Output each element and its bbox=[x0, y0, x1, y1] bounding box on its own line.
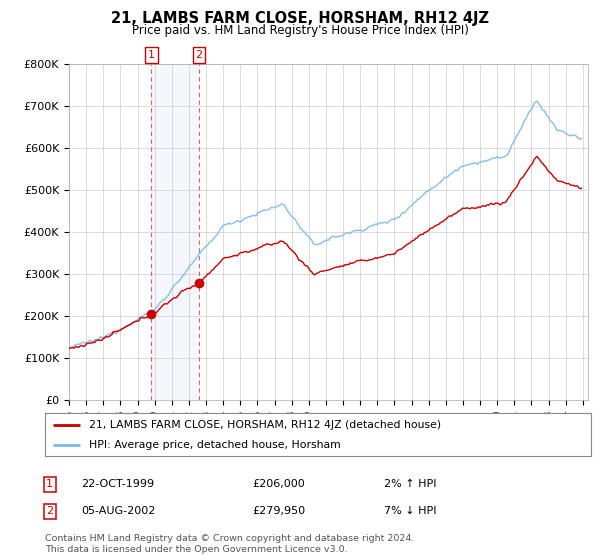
Text: 22-OCT-1999: 22-OCT-1999 bbox=[81, 479, 154, 489]
Text: 7% ↓ HPI: 7% ↓ HPI bbox=[384, 506, 437, 516]
Text: 05-AUG-2002: 05-AUG-2002 bbox=[81, 506, 155, 516]
Text: HPI: Average price, detached house, Horsham: HPI: Average price, detached house, Hors… bbox=[89, 440, 340, 450]
Text: 1: 1 bbox=[148, 50, 155, 60]
Text: £279,950: £279,950 bbox=[252, 506, 305, 516]
Text: 2: 2 bbox=[196, 50, 203, 60]
Bar bbox=[151, 64, 199, 400]
Text: £206,000: £206,000 bbox=[252, 479, 305, 489]
Text: Contains HM Land Registry data © Crown copyright and database right 2024.
This d: Contains HM Land Registry data © Crown c… bbox=[45, 534, 415, 554]
Text: Price paid vs. HM Land Registry's House Price Index (HPI): Price paid vs. HM Land Registry's House … bbox=[131, 24, 469, 36]
Text: 2: 2 bbox=[46, 506, 53, 516]
Text: 2% ↑ HPI: 2% ↑ HPI bbox=[384, 479, 437, 489]
Text: 21, LAMBS FARM CLOSE, HORSHAM, RH12 4JZ: 21, LAMBS FARM CLOSE, HORSHAM, RH12 4JZ bbox=[111, 11, 489, 26]
Text: 1: 1 bbox=[46, 479, 53, 489]
Text: 21, LAMBS FARM CLOSE, HORSHAM, RH12 4JZ (detached house): 21, LAMBS FARM CLOSE, HORSHAM, RH12 4JZ … bbox=[89, 419, 441, 430]
